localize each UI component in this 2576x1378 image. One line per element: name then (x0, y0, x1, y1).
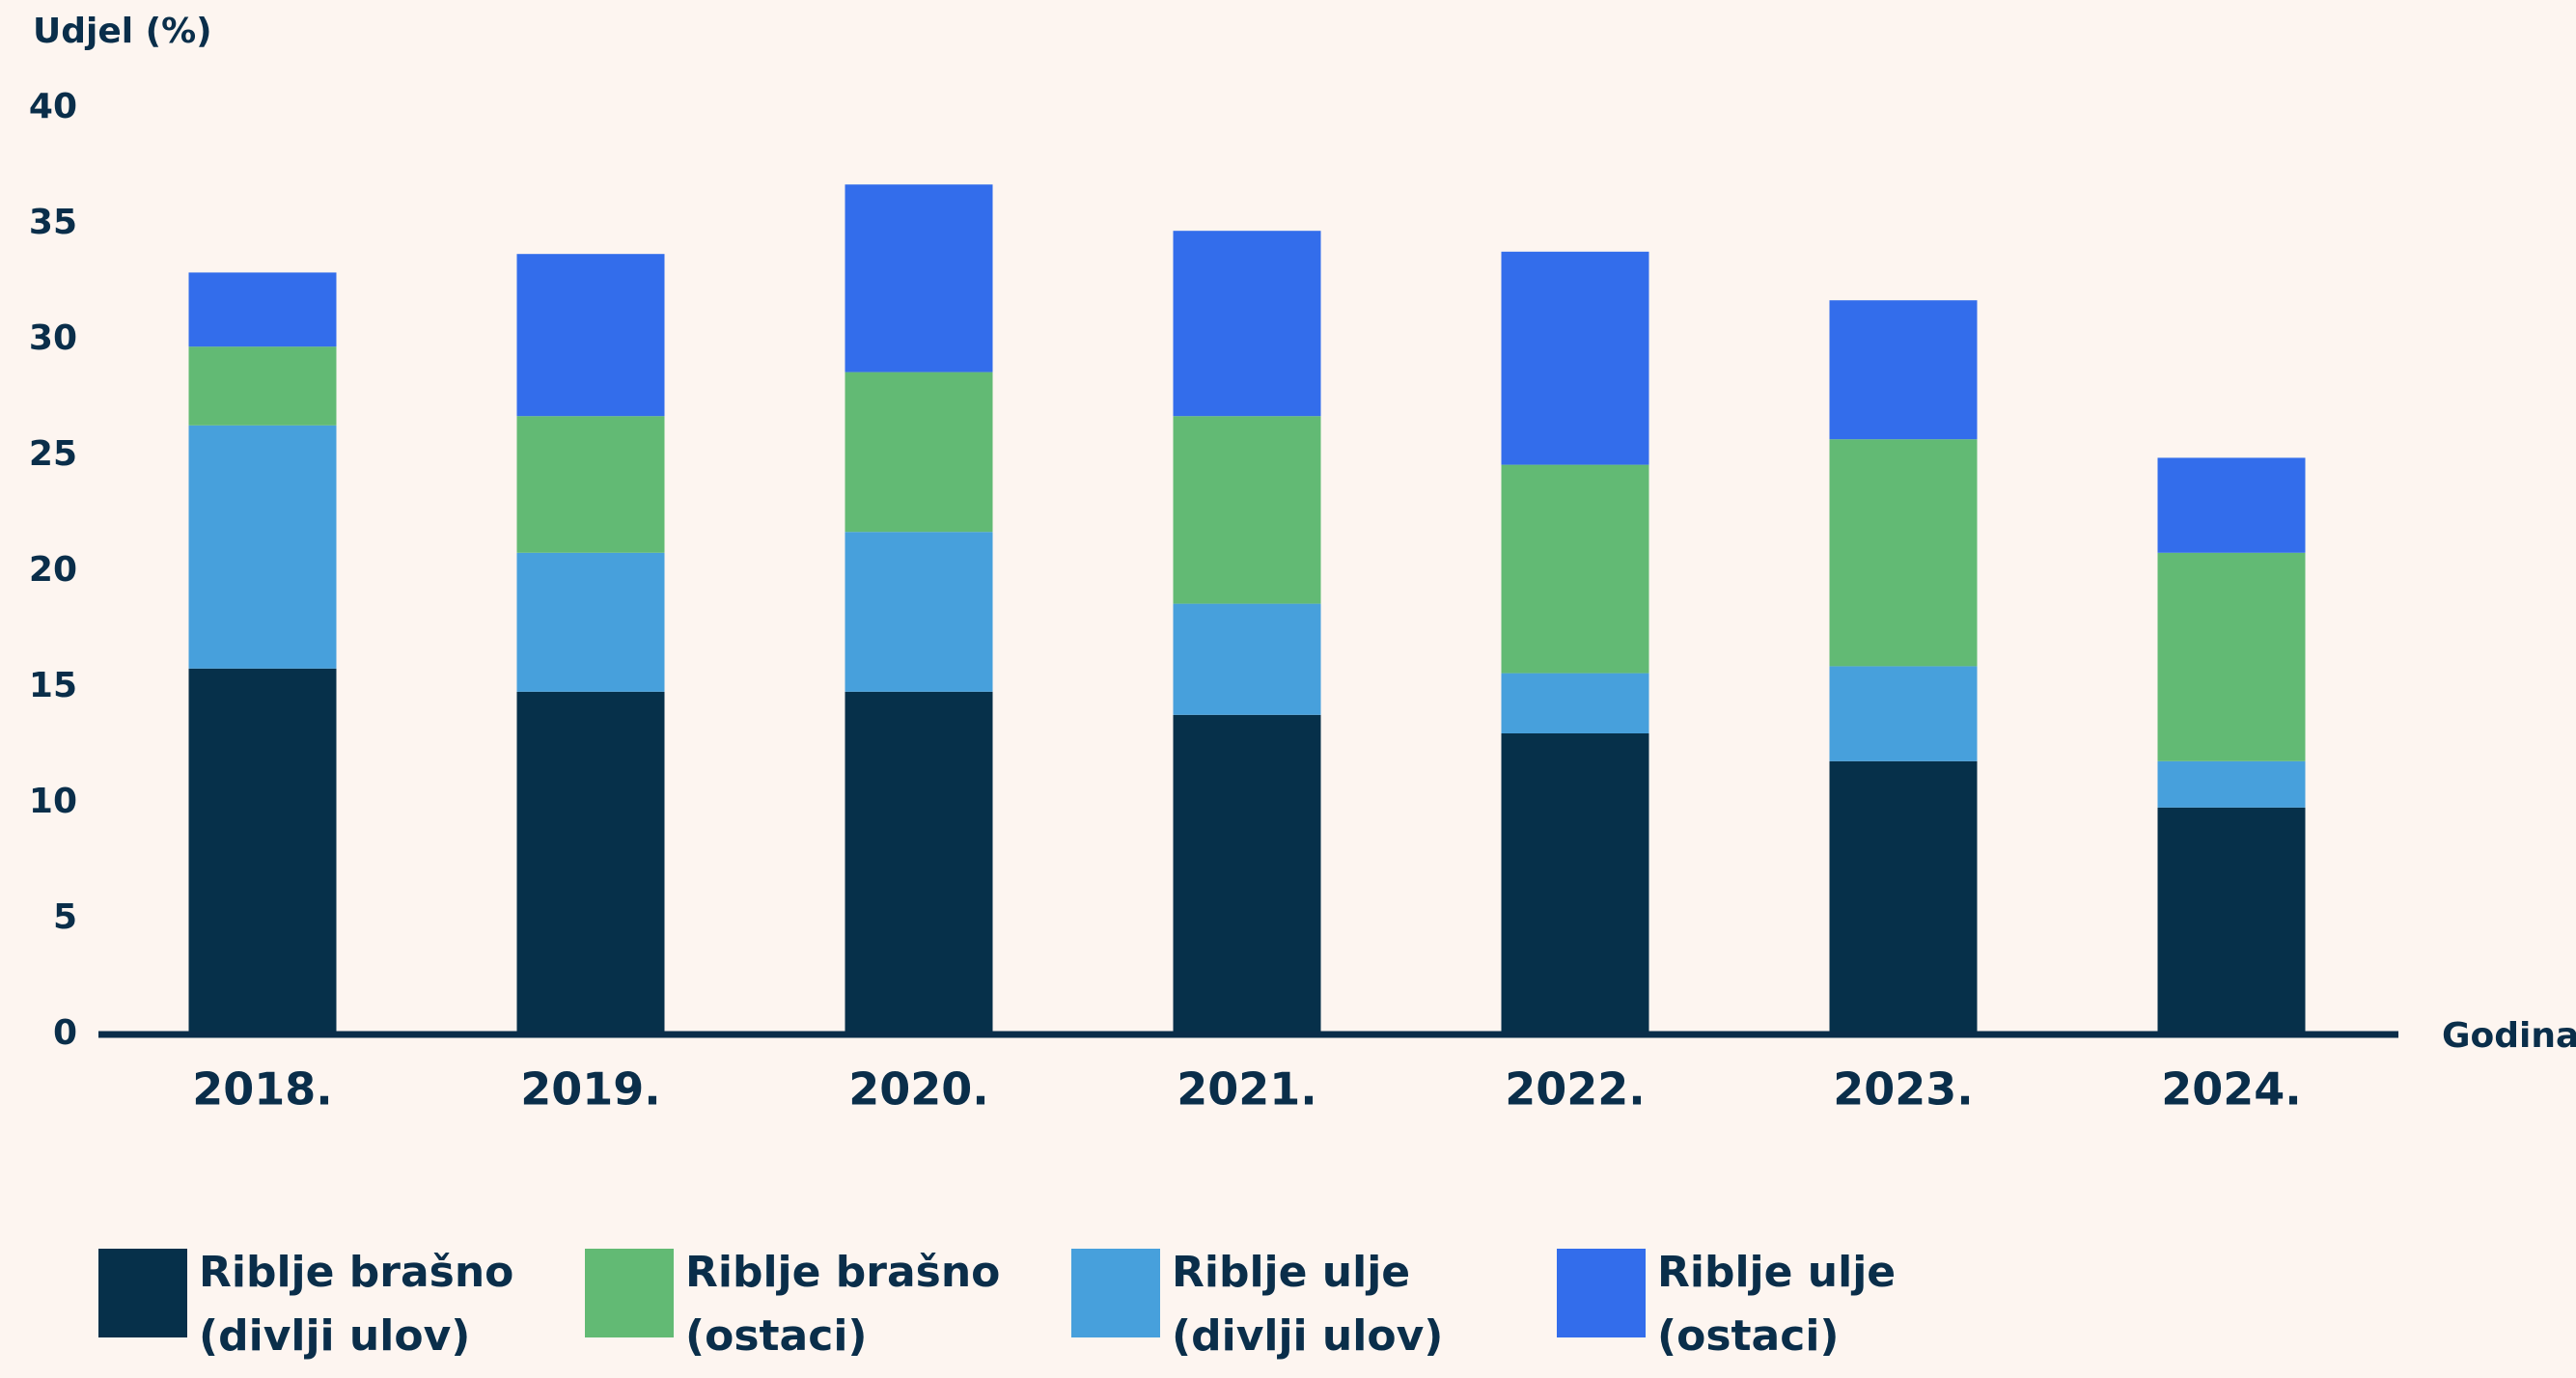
bar-segment (516, 254, 665, 417)
legend-item: Riblje brašno (ostaci) (585, 1248, 1013, 1368)
y-tick-label: 0 (53, 1013, 77, 1053)
bar-segment (1173, 231, 1321, 417)
bar-segment (1829, 760, 1978, 1034)
bar-segment (1173, 416, 1321, 604)
legend-item: Riblje ulje (ostaci) (1557, 1248, 1985, 1368)
y-tick-label: 40 (29, 87, 77, 126)
bar-segment (188, 668, 337, 1034)
y-axis-label: Udjel (%) (33, 12, 212, 51)
bar-segment (188, 425, 337, 669)
legend-swatch (1071, 1249, 1160, 1337)
bar-segment (1173, 603, 1321, 715)
y-tick-label: 25 (29, 434, 77, 474)
bar-segment (1829, 666, 1978, 761)
bar-segment (1829, 300, 1978, 440)
y-tick-label: 20 (29, 550, 77, 590)
y-tick-label: 5 (53, 897, 77, 937)
x-tick-label: 2022. (1505, 1063, 1646, 1116)
bar-segment (516, 552, 665, 692)
legend-item: Riblje brašno (divlji ulov) (98, 1248, 527, 1368)
legend-label: Riblje ulje (divlji ulov) (1172, 1248, 1444, 1361)
legend-swatch (98, 1249, 187, 1337)
x-tick-label: 2024. (2161, 1063, 2302, 1116)
x-tick-label: 2021. (1177, 1063, 1317, 1116)
bar-segment (188, 346, 337, 426)
bar-segment (1829, 439, 1978, 667)
y-tick-label: 35 (29, 203, 77, 242)
x-tick-label: 2019. (520, 1063, 661, 1116)
x-tick-label: 2018. (192, 1063, 333, 1116)
legend-item: Riblje ulje (divlji ulov) (1071, 1248, 1500, 1368)
bar-segment (188, 272, 337, 347)
legend-swatch (585, 1249, 674, 1337)
bar-segment (1501, 673, 1649, 733)
legend-swatch (1557, 1249, 1646, 1337)
bar-segment (2157, 552, 2306, 761)
bar-segment (845, 691, 993, 1034)
bar-segment (845, 372, 993, 533)
bar-segment (2157, 760, 2306, 808)
bar-segment (2157, 457, 2306, 553)
bar-segment (516, 691, 665, 1034)
x-tick-label: 2023. (1833, 1063, 1974, 1116)
legend-label: Riblje ulje (ostaci) (1657, 1248, 1897, 1361)
bar-segment (1501, 733, 1649, 1034)
x-tick-label: 2020. (848, 1063, 989, 1116)
y-tick-label: 15 (29, 666, 77, 705)
bar-segment (845, 184, 993, 372)
bar-segment (1501, 464, 1649, 674)
legend-label: Riblje brašno (divlji ulov) (199, 1248, 514, 1361)
bar-segment (2157, 807, 2306, 1034)
bar-segment (516, 416, 665, 553)
x-axis-label: Godina (2442, 1016, 2576, 1056)
bar-segment (845, 532, 993, 692)
y-tick-label: 10 (29, 782, 77, 821)
bar-segment (1501, 251, 1649, 465)
y-tick-label: 30 (29, 318, 77, 358)
bar-segment (1173, 714, 1321, 1034)
legend-label: Riblje brašno (ostaci) (685, 1248, 1001, 1361)
